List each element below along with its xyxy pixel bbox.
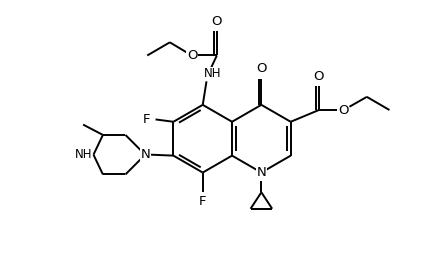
Text: F: F xyxy=(199,195,206,208)
Text: NH: NH xyxy=(74,148,92,161)
Text: O: O xyxy=(256,62,267,75)
Text: N: N xyxy=(140,148,150,161)
Text: O: O xyxy=(212,15,222,28)
Text: O: O xyxy=(338,103,349,117)
Text: O: O xyxy=(187,49,198,62)
Text: N: N xyxy=(257,166,266,179)
Text: NH: NH xyxy=(204,67,222,80)
Text: O: O xyxy=(314,70,324,83)
Text: F: F xyxy=(142,113,150,126)
